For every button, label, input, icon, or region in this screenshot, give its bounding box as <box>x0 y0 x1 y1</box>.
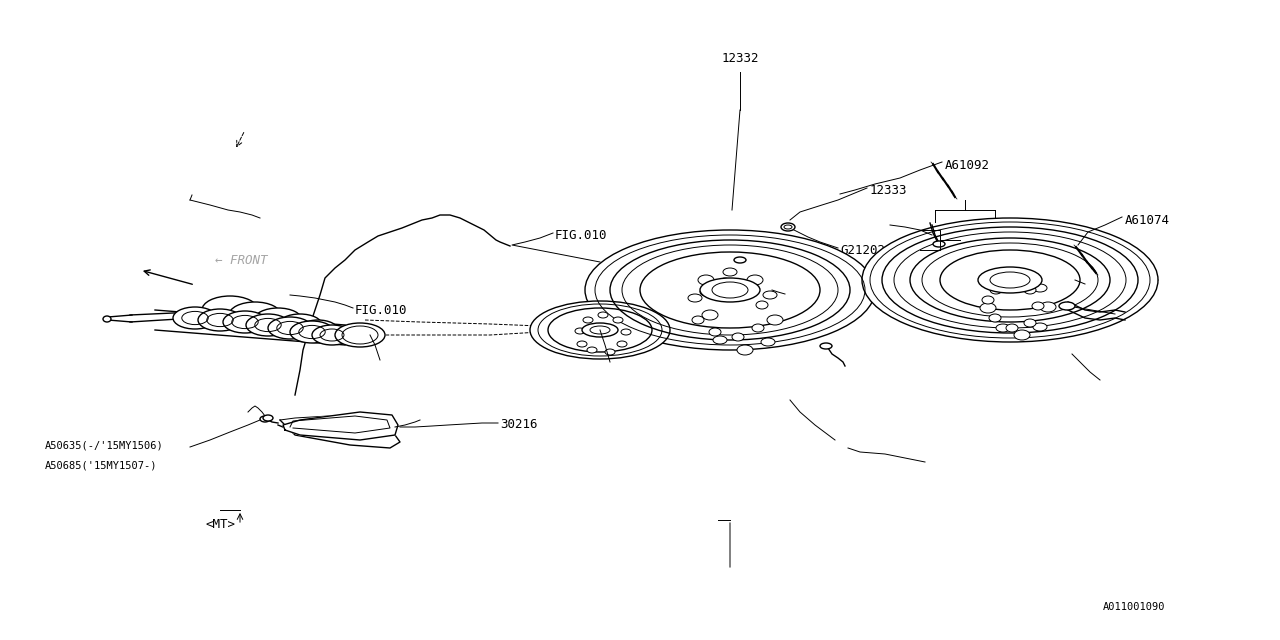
Text: FIG.010: FIG.010 <box>556 228 608 241</box>
Ellipse shape <box>723 268 737 276</box>
Ellipse shape <box>996 281 1010 289</box>
Ellipse shape <box>202 296 259 324</box>
Ellipse shape <box>1014 330 1030 340</box>
Ellipse shape <box>1006 324 1018 332</box>
Text: A011001090: A011001090 <box>1102 602 1165 612</box>
Ellipse shape <box>577 341 588 347</box>
Ellipse shape <box>291 321 334 343</box>
Text: <MT>: <MT> <box>205 518 236 531</box>
Ellipse shape <box>621 329 631 335</box>
Ellipse shape <box>317 326 353 344</box>
Ellipse shape <box>1039 302 1056 312</box>
Ellipse shape <box>229 302 282 328</box>
Ellipse shape <box>588 347 596 353</box>
Ellipse shape <box>978 267 1042 293</box>
Ellipse shape <box>1032 302 1044 310</box>
Ellipse shape <box>742 283 754 291</box>
Ellipse shape <box>582 323 618 337</box>
Ellipse shape <box>933 241 945 247</box>
Ellipse shape <box>585 230 876 350</box>
Ellipse shape <box>102 316 111 322</box>
Ellipse shape <box>268 317 312 339</box>
Ellipse shape <box>698 275 714 285</box>
Ellipse shape <box>575 328 585 334</box>
Ellipse shape <box>989 286 1002 294</box>
Text: 30216: 30216 <box>500 419 538 431</box>
Text: 12333: 12333 <box>870 184 908 196</box>
Ellipse shape <box>1024 286 1036 294</box>
Ellipse shape <box>737 345 753 355</box>
Ellipse shape <box>298 320 338 340</box>
Ellipse shape <box>982 296 995 304</box>
Ellipse shape <box>246 314 291 336</box>
Ellipse shape <box>762 338 774 346</box>
Ellipse shape <box>173 307 218 329</box>
Ellipse shape <box>530 301 669 359</box>
Ellipse shape <box>1059 302 1075 310</box>
Ellipse shape <box>1015 274 1029 282</box>
Text: A50635(-/'15MY1506): A50635(-/'15MY1506) <box>45 440 164 450</box>
Ellipse shape <box>763 291 777 299</box>
Ellipse shape <box>253 308 302 332</box>
Ellipse shape <box>753 324 764 332</box>
Ellipse shape <box>989 314 1001 322</box>
Text: A50685('15MY1507-): A50685('15MY1507-) <box>45 460 157 470</box>
Ellipse shape <box>692 316 704 324</box>
Ellipse shape <box>689 294 701 302</box>
Text: A61092: A61092 <box>945 159 989 172</box>
Ellipse shape <box>598 312 608 318</box>
Ellipse shape <box>262 415 273 421</box>
Ellipse shape <box>732 333 744 341</box>
Ellipse shape <box>1033 323 1047 331</box>
Ellipse shape <box>996 324 1010 332</box>
Text: <MT>: <MT> <box>1130 273 1160 287</box>
Ellipse shape <box>198 309 242 331</box>
Ellipse shape <box>1033 284 1047 292</box>
Ellipse shape <box>1007 279 1019 287</box>
Ellipse shape <box>980 303 996 313</box>
Ellipse shape <box>582 317 593 323</box>
Ellipse shape <box>335 323 385 347</box>
Ellipse shape <box>617 341 627 347</box>
Text: 12342: 12342 <box>946 230 984 243</box>
Ellipse shape <box>820 343 832 349</box>
Text: A61074: A61074 <box>1125 214 1170 227</box>
Ellipse shape <box>861 218 1158 342</box>
Text: <CVT>: <CVT> <box>881 278 918 291</box>
Text: G21202: G21202 <box>840 243 884 257</box>
Ellipse shape <box>223 311 268 333</box>
Ellipse shape <box>613 317 623 323</box>
Ellipse shape <box>701 310 718 320</box>
Ellipse shape <box>605 349 614 355</box>
Ellipse shape <box>700 288 712 296</box>
Ellipse shape <box>719 278 731 286</box>
Ellipse shape <box>1024 319 1036 327</box>
Ellipse shape <box>713 336 727 344</box>
Ellipse shape <box>260 416 270 422</box>
Ellipse shape <box>278 314 323 336</box>
Ellipse shape <box>748 275 763 285</box>
Ellipse shape <box>756 301 768 309</box>
Polygon shape <box>283 412 398 440</box>
Text: 12332: 12332 <box>721 52 759 65</box>
Ellipse shape <box>709 328 721 336</box>
Text: ← FRONT: ← FRONT <box>215 253 268 266</box>
Text: FIG.010: FIG.010 <box>355 303 407 317</box>
Ellipse shape <box>767 315 783 325</box>
Ellipse shape <box>781 223 795 231</box>
Ellipse shape <box>312 325 352 345</box>
Ellipse shape <box>700 278 760 302</box>
